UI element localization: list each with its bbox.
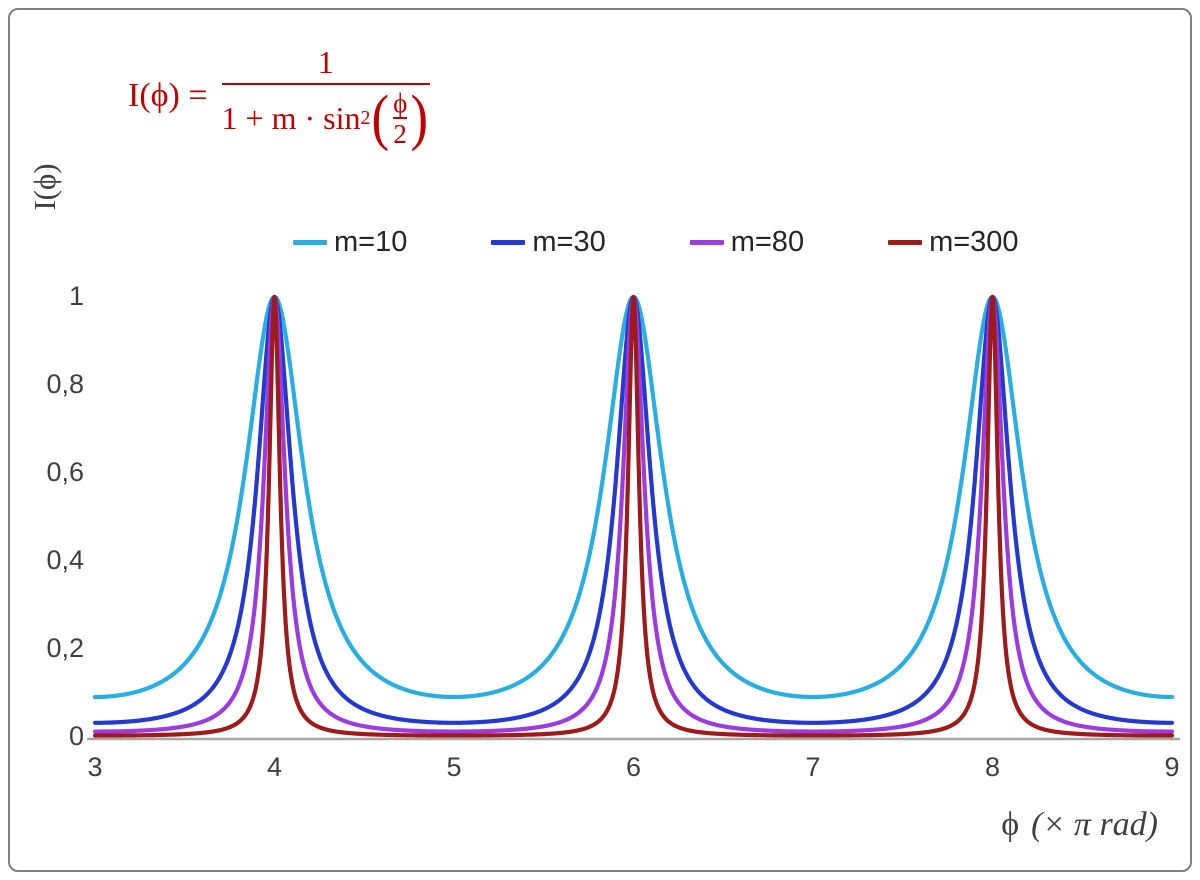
inner-denominator: 2 bbox=[393, 119, 407, 150]
formula-lhs: I(ϕ) = bbox=[128, 77, 208, 115]
curve-m300 bbox=[92, 294, 1175, 738]
legend-label-m10: m=10 bbox=[334, 226, 408, 258]
sin-superscript: 2 bbox=[360, 107, 371, 130]
formula-fraction: 1 1 + m · sin 2 ( ϕ 2 ) bbox=[221, 44, 430, 149]
inner-numerator: ϕ bbox=[393, 88, 408, 118]
formula-numerator: 1 bbox=[317, 44, 334, 80]
x-axis-unit: (× π rad) bbox=[1031, 806, 1158, 843]
x-tick-label-7: 7 bbox=[805, 752, 821, 782]
curve-m30 bbox=[92, 294, 1175, 725]
y-tick-label-0,8: 0,8 bbox=[46, 369, 84, 399]
x-axis-symbol: ϕ bbox=[1001, 806, 1020, 843]
inner-fraction-bar bbox=[393, 117, 408, 120]
x-tick-label-5: 5 bbox=[446, 752, 462, 782]
y-tick-label-0,4: 0,4 bbox=[46, 545, 84, 575]
close-paren: ) bbox=[410, 83, 429, 152]
y-tick-label-0: 0 bbox=[68, 721, 84, 751]
legend-swatch-m300 bbox=[888, 240, 923, 245]
legend-item-m80: m=80 bbox=[689, 226, 805, 259]
y-tick-label-1: 1 bbox=[68, 281, 84, 311]
legend: m=10 m=30 m=80 m=300 bbox=[293, 226, 1019, 259]
x-tick-label-4: 4 bbox=[266, 752, 283, 782]
open-paren: ( bbox=[371, 83, 390, 152]
y-axis-title: I(ϕ) bbox=[27, 163, 62, 211]
formula-denominator: 1 + m · sin 2 ( ϕ 2 ) bbox=[222, 85, 430, 149]
x-tick-label-6: 6 bbox=[625, 752, 642, 782]
legend-label-m80: m=80 bbox=[730, 226, 805, 258]
legend-swatch-m30 bbox=[491, 240, 526, 245]
denominator-prefix: 1 + m · sin bbox=[221, 100, 361, 137]
curve-m80 bbox=[92, 294, 1175, 734]
phi-over-two-fraction: ϕ 2 bbox=[393, 88, 408, 150]
fraction-bar bbox=[221, 83, 430, 85]
y-tick-label-0,6: 0,6 bbox=[46, 457, 84, 487]
legend-label-m300: m=300 bbox=[929, 226, 1019, 258]
formula-annotation: I(ϕ) = 1 1 + m · sin 2 ( ϕ 2 ) bbox=[128, 44, 430, 149]
x-tick-label-3: 3 bbox=[87, 752, 103, 782]
y-tick-label-0,2: 0,2 bbox=[46, 633, 84, 663]
legend-label-m30: m=30 bbox=[532, 226, 606, 258]
legend-item-m300: m=300 bbox=[888, 226, 1019, 259]
legend-swatch-m10 bbox=[293, 240, 327, 245]
x-axis-title: ϕ (× π rad) bbox=[1001, 806, 1158, 844]
legend-item-m30: m=30 bbox=[491, 226, 606, 259]
legend-swatch-m80 bbox=[689, 240, 724, 245]
legend-item-m10: m=10 bbox=[293, 226, 407, 259]
x-tick-label-8: 8 bbox=[984, 752, 1001, 782]
x-tick-label-9: 9 bbox=[1164, 752, 1180, 782]
